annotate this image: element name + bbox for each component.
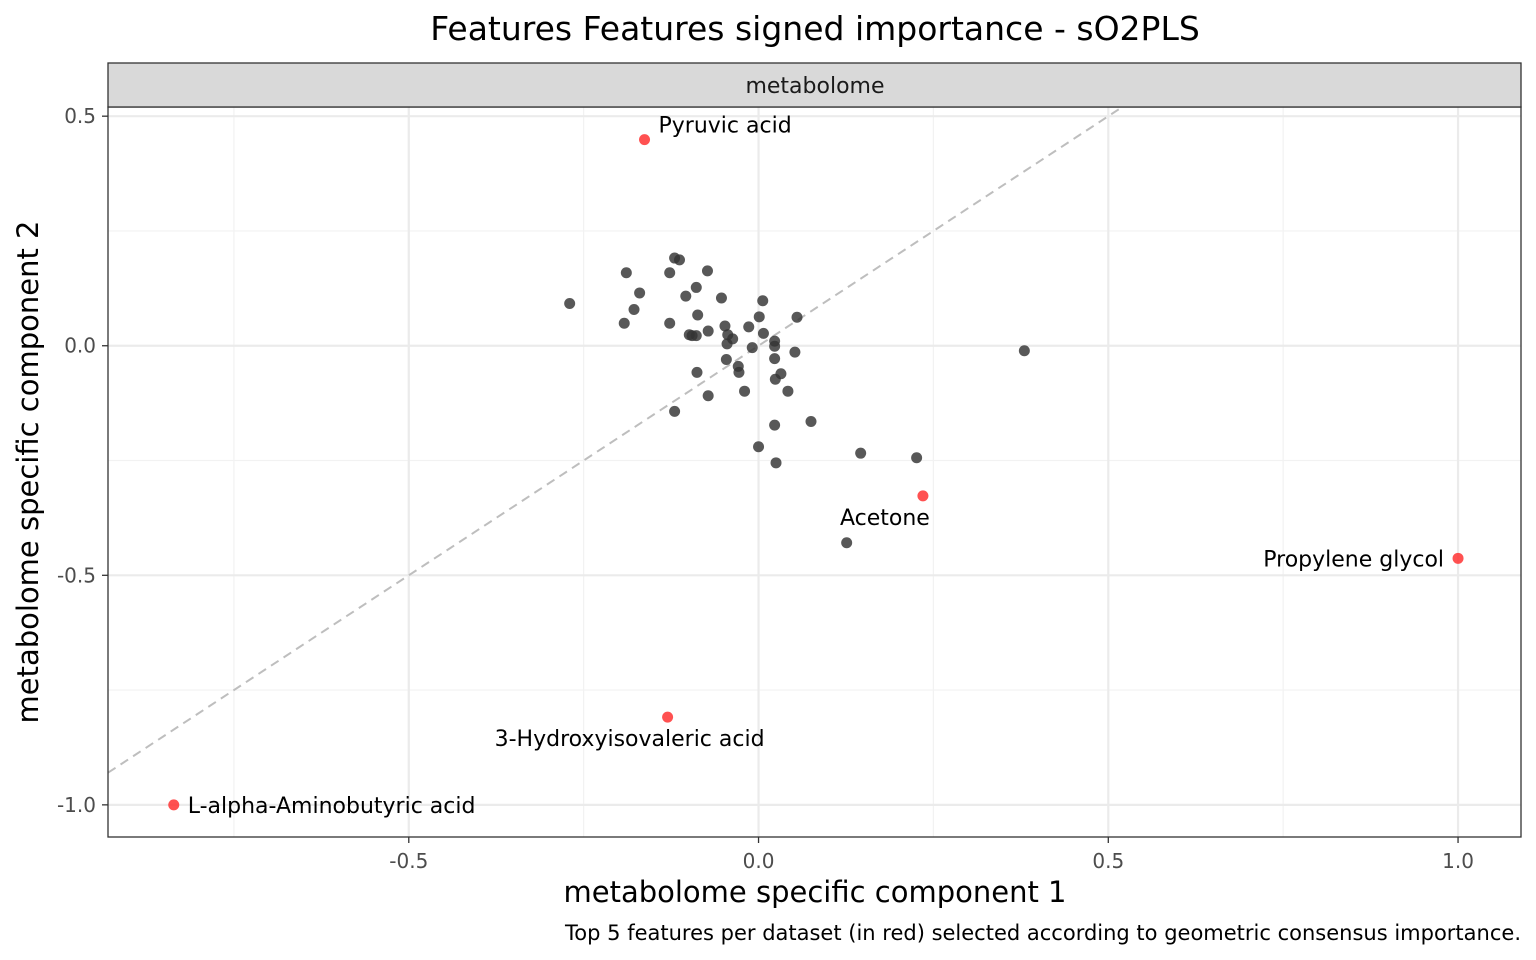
scatter-point — [701, 265, 713, 277]
highlighted-point — [917, 490, 929, 502]
scatter-point — [841, 537, 853, 549]
y-tick-label: -1.0 — [57, 793, 96, 817]
reference-line — [107, 106, 1123, 774]
facet-strip: metabolome — [107, 62, 1522, 108]
y-tick-label: 0.5 — [64, 104, 96, 128]
highlighted-point-label: Pyruvic acid — [659, 114, 792, 139]
y-tick-label: -0.5 — [57, 563, 96, 587]
scatter-point — [791, 311, 803, 323]
y-axis-title: metabolome specific component 2 — [11, 220, 45, 723]
scatter-point — [757, 295, 769, 307]
scatter-point — [911, 452, 923, 464]
highlighted-point-label: Propylene glycol — [1263, 547, 1444, 572]
scatter-point — [634, 287, 646, 299]
scatter-point — [855, 447, 867, 459]
highlighted-point — [1452, 552, 1464, 564]
scatter-point — [564, 298, 576, 310]
scatter-point — [690, 330, 702, 342]
scatter-point — [664, 267, 676, 279]
scatter-point — [753, 441, 765, 453]
scatter-point — [727, 333, 739, 345]
scatter-point — [757, 327, 769, 339]
scatter-point — [769, 373, 781, 385]
x-tick-label: -0.5 — [389, 849, 428, 873]
highlighted-point-label: 3-Hydroxyisovaleric acid — [495, 727, 765, 752]
chart-caption: Top 5 features per dataset (in red) sele… — [564, 921, 1521, 945]
grid-minor — [108, 107, 1521, 837]
scatter-point — [753, 311, 765, 323]
scatter-point — [715, 292, 727, 304]
scatter-point — [669, 405, 681, 417]
y-axis: -1.0 -0.5 0.0 0.5 — [57, 104, 108, 817]
scatter-point — [805, 415, 817, 427]
scatter-point — [692, 309, 704, 321]
scatter-point — [746, 342, 758, 354]
scatter-point — [739, 385, 751, 397]
chart-title: Features Features signed importance - sO… — [430, 9, 1200, 48]
scatter-point — [680, 290, 692, 302]
scatter-point — [769, 353, 781, 365]
facet-strip-label: metabolome — [745, 74, 884, 99]
highlighted-point-label: Acetone — [840, 506, 930, 531]
x-axis: -0.5 0.0 0.5 1.0 — [389, 837, 1474, 873]
scatter-point — [769, 419, 781, 431]
scatter-point — [673, 254, 685, 266]
highlighted-point — [168, 799, 180, 811]
scatter-point — [691, 366, 703, 378]
scatter-point — [690, 281, 702, 293]
scatter-point — [719, 320, 731, 332]
points-layer — [564, 252, 1030, 549]
scatter-point — [720, 354, 732, 366]
highlight-points-layer — [168, 134, 1464, 811]
facet-strip-background — [107, 62, 1522, 108]
scatter-point — [789, 346, 801, 358]
x-tick-label: 0.5 — [1092, 849, 1124, 873]
scatter-point — [770, 457, 782, 469]
point-labels-layer: Pyruvic acid Acetone Propylene glycol 3-Hyd… — [188, 114, 1444, 819]
highlighted-point — [639, 134, 651, 146]
scatter-point — [1018, 345, 1030, 357]
x-axis-title: metabolome specific component 1 — [563, 875, 1066, 909]
scatter-point — [618, 317, 630, 329]
reference-line-layer — [107, 106, 1123, 774]
y-tick-label: 0.0 — [64, 334, 96, 358]
scatter-point — [782, 385, 794, 397]
scatter-point — [620, 267, 632, 279]
panel-background — [108, 107, 1521, 837]
highlighted-point — [662, 711, 674, 723]
scatter-point — [702, 390, 714, 402]
scatter-point — [664, 317, 676, 329]
scatter-point — [769, 340, 781, 352]
scatter-point — [628, 303, 640, 315]
scatter-point — [702, 325, 714, 337]
highlighted-point-label: L-alpha-Aminobutyric acid — [188, 794, 476, 819]
grid-major — [108, 107, 1521, 837]
scatter-point — [743, 321, 755, 333]
scatter-point — [733, 366, 745, 378]
x-tick-label: 0.0 — [743, 849, 775, 873]
x-tick-label: 1.0 — [1442, 849, 1474, 873]
plot-panel: Pyruvic acid Acetone Propylene glycol 3-Hyd… — [107, 106, 1522, 838]
